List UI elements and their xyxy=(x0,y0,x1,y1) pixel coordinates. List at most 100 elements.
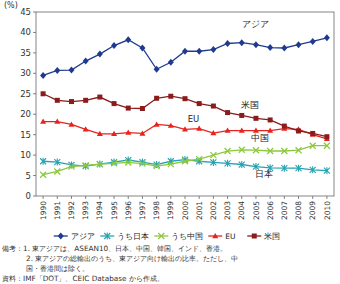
x-tick xyxy=(85,196,86,199)
marker xyxy=(296,41,302,48)
marker xyxy=(112,101,117,106)
marker xyxy=(324,167,330,174)
y-tick xyxy=(33,196,36,197)
marker xyxy=(310,166,316,173)
marker xyxy=(125,130,131,135)
x-tick xyxy=(71,196,72,199)
legend-label: うち中国 xyxy=(171,232,203,241)
y-tick-label: 0 xyxy=(26,191,31,201)
marker xyxy=(211,104,216,109)
annotation: 日本 xyxy=(255,169,273,179)
marker xyxy=(210,152,216,158)
y-tick-label: 15 xyxy=(20,130,31,140)
plot-marks xyxy=(40,34,330,177)
marker xyxy=(310,38,316,45)
marker xyxy=(296,147,302,153)
marker xyxy=(68,67,74,74)
marker xyxy=(324,143,330,149)
marker xyxy=(282,124,287,129)
marker xyxy=(239,39,245,46)
annotation: 中国 xyxy=(251,133,269,143)
marker xyxy=(41,91,46,96)
y-tick-label: 25 xyxy=(20,89,31,99)
marker xyxy=(125,159,131,165)
x-tick xyxy=(326,196,327,199)
marker xyxy=(296,165,302,172)
y-tick-label: 30 xyxy=(20,68,31,78)
note: 資料：IMF「DOT」、CEIC Database から作成。 xyxy=(2,274,164,283)
marker xyxy=(281,165,287,172)
marker xyxy=(253,116,258,121)
y-tick-label: 10 xyxy=(20,150,31,160)
marker xyxy=(196,156,202,162)
x-tick-label: 1994 xyxy=(95,201,104,220)
marker xyxy=(281,44,287,51)
annotation: EU xyxy=(188,114,200,124)
x-tick-label: 2002 xyxy=(209,201,218,220)
plot-frame xyxy=(36,12,334,196)
y-tick xyxy=(33,114,36,115)
y-axis-label: (%) xyxy=(4,1,18,10)
x-tick-label: 2009 xyxy=(308,201,317,220)
y-tick-label: 35 xyxy=(20,48,31,58)
marker xyxy=(267,128,273,133)
marker xyxy=(225,148,231,154)
y-tick xyxy=(33,155,36,156)
marker xyxy=(168,161,174,167)
x-tick-label: 2003 xyxy=(223,201,232,220)
legend-marker xyxy=(252,234,257,239)
marker xyxy=(68,121,74,126)
series-line xyxy=(43,122,327,139)
marker xyxy=(111,160,117,166)
legend-marker xyxy=(104,233,110,240)
x-tick xyxy=(255,196,256,199)
marker xyxy=(83,162,89,168)
marker xyxy=(111,131,117,136)
marker xyxy=(196,48,202,55)
marker xyxy=(40,172,46,178)
marker xyxy=(310,131,315,136)
x-tick-label: 1990 xyxy=(39,201,48,220)
marker xyxy=(239,128,245,133)
marker xyxy=(225,128,231,133)
marker xyxy=(253,41,259,48)
marker xyxy=(196,126,202,131)
marker xyxy=(310,132,316,137)
x-tick xyxy=(284,196,285,199)
x-tick xyxy=(227,196,228,199)
marker xyxy=(154,96,159,101)
marker xyxy=(54,168,60,174)
marker xyxy=(97,161,103,167)
x-tick-label: 2007 xyxy=(280,201,289,220)
marker xyxy=(68,164,74,170)
legend-label: アジア xyxy=(71,232,95,241)
chart: 051015202530354045(%)1990199119921993199… xyxy=(0,0,340,284)
legend-label: うち日本 xyxy=(117,232,149,241)
y-tick xyxy=(33,73,36,74)
marker xyxy=(268,117,273,122)
series-line xyxy=(43,94,327,137)
y-tick-label: 45 xyxy=(20,7,31,17)
marker xyxy=(154,163,160,169)
x-tick-label: 1998 xyxy=(152,201,161,220)
series-line xyxy=(43,38,327,76)
x-tick-label: 1992 xyxy=(67,201,76,220)
x-tick-label: 1997 xyxy=(138,201,147,220)
marker xyxy=(253,147,259,153)
series-line xyxy=(43,146,327,175)
y-tick-label: 5 xyxy=(26,171,31,181)
marker xyxy=(154,121,160,126)
marker xyxy=(225,110,230,115)
marker xyxy=(139,44,145,51)
marker xyxy=(182,158,188,164)
y-tick xyxy=(33,93,36,94)
x-tick-label: 2000 xyxy=(181,201,190,220)
marker xyxy=(54,119,60,124)
marker xyxy=(281,148,287,154)
marker xyxy=(267,44,273,51)
marker xyxy=(139,130,145,135)
marker xyxy=(111,159,117,166)
marker xyxy=(182,126,188,131)
x-tick-label: 2008 xyxy=(294,201,303,220)
marker xyxy=(324,34,330,41)
